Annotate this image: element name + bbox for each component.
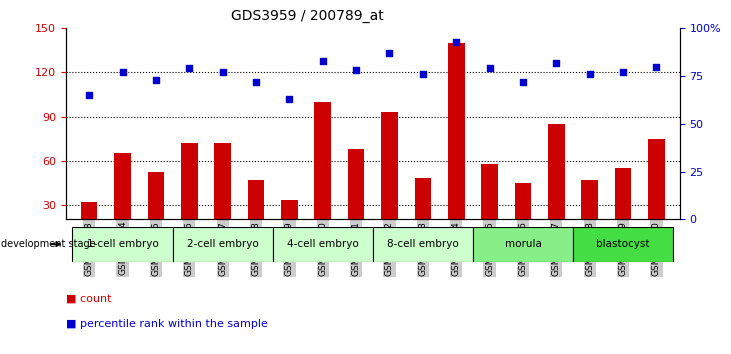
Bar <box>548 124 564 249</box>
Point <box>183 65 195 71</box>
Bar <box>81 202 97 249</box>
Text: morula: morula <box>504 239 542 249</box>
Bar <box>214 143 231 249</box>
Bar <box>414 178 431 249</box>
Bar <box>381 112 398 249</box>
Point <box>617 69 629 75</box>
Point <box>83 92 95 98</box>
Point <box>350 68 362 73</box>
Point <box>150 77 162 83</box>
Bar <box>72 227 173 262</box>
Point <box>651 64 662 69</box>
Text: 2-cell embryo: 2-cell embryo <box>186 239 259 249</box>
Bar <box>281 200 298 249</box>
Bar <box>248 180 265 249</box>
Point <box>517 79 529 85</box>
Point <box>217 69 229 75</box>
Point <box>417 72 428 77</box>
Bar <box>314 102 331 249</box>
Text: blastocyst: blastocyst <box>596 239 650 249</box>
Bar <box>273 227 373 262</box>
Point <box>284 96 295 102</box>
Point <box>550 60 562 65</box>
Bar <box>448 43 465 249</box>
Text: 4-cell embryo: 4-cell embryo <box>287 239 359 249</box>
Point <box>484 65 496 71</box>
Bar <box>648 139 664 249</box>
Bar <box>581 180 598 249</box>
Text: 8-cell embryo: 8-cell embryo <box>387 239 459 249</box>
Point <box>450 39 462 45</box>
Point <box>584 72 596 77</box>
Bar <box>573 227 673 262</box>
Bar <box>173 227 273 262</box>
Text: GDS3959 / 200789_at: GDS3959 / 200789_at <box>231 9 383 23</box>
Bar <box>615 168 632 249</box>
Point <box>317 58 329 64</box>
Bar <box>481 164 498 249</box>
Bar <box>114 153 131 249</box>
Bar <box>181 143 197 249</box>
Bar <box>473 227 573 262</box>
Text: development stage: development stage <box>1 239 96 249</box>
Point <box>250 79 262 85</box>
Bar <box>148 172 164 249</box>
Text: ■ count: ■ count <box>66 294 111 304</box>
Point <box>384 50 395 56</box>
Text: 1-cell embryo: 1-cell embryo <box>87 239 159 249</box>
Bar <box>515 183 531 249</box>
Bar <box>348 149 365 249</box>
Bar <box>373 227 473 262</box>
Text: ■ percentile rank within the sample: ■ percentile rank within the sample <box>66 319 268 329</box>
Point <box>117 69 129 75</box>
